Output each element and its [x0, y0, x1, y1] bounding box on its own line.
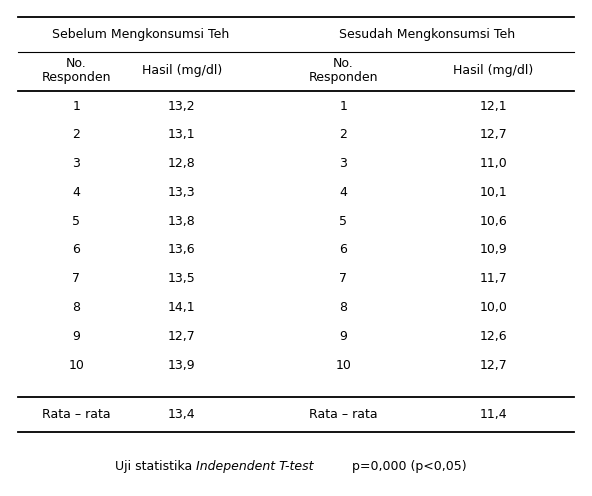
- Text: Hasil (mg/dl): Hasil (mg/dl): [453, 64, 533, 77]
- Text: 10,9: 10,9: [480, 244, 507, 256]
- Text: Independent T-test: Independent T-test: [196, 460, 314, 473]
- Text: p=0,000 (p<0,05): p=0,000 (p<0,05): [348, 460, 466, 473]
- Text: 1: 1: [72, 100, 80, 113]
- Text: 4: 4: [72, 186, 80, 199]
- Text: 13,8: 13,8: [168, 215, 196, 228]
- Text: 12,8: 12,8: [168, 157, 196, 170]
- Text: Responden: Responden: [308, 71, 378, 84]
- Text: 4: 4: [339, 186, 348, 199]
- Text: 13,6: 13,6: [168, 244, 196, 256]
- Text: 5: 5: [72, 215, 80, 228]
- Text: 6: 6: [72, 244, 80, 256]
- Text: 12,7: 12,7: [480, 128, 507, 141]
- Text: No.: No.: [66, 57, 86, 70]
- Text: Uji statistika: Uji statistika: [115, 460, 196, 473]
- Text: 14,1: 14,1: [168, 301, 196, 314]
- Text: 3: 3: [339, 157, 348, 170]
- Text: 11,7: 11,7: [480, 272, 507, 285]
- Text: 8: 8: [72, 301, 80, 314]
- Text: 10,1: 10,1: [480, 186, 507, 199]
- Text: 10: 10: [335, 359, 351, 372]
- Text: 6: 6: [339, 244, 348, 256]
- Text: 13,1: 13,1: [168, 128, 196, 141]
- Text: 13,5: 13,5: [168, 272, 196, 285]
- Text: 13,2: 13,2: [168, 100, 196, 113]
- Text: 2: 2: [72, 128, 80, 141]
- Text: Rata – rata: Rata – rata: [42, 408, 111, 421]
- Text: Responden: Responden: [41, 71, 111, 84]
- Text: Rata – rata: Rata – rata: [309, 408, 378, 421]
- Text: 13,9: 13,9: [168, 359, 196, 372]
- Text: 9: 9: [339, 330, 348, 343]
- Text: 12,7: 12,7: [168, 330, 196, 343]
- Text: 13,3: 13,3: [168, 186, 196, 199]
- Text: 11,0: 11,0: [480, 157, 507, 170]
- Text: 7: 7: [339, 272, 348, 285]
- Text: Sebelum Mengkonsumsi Teh: Sebelum Mengkonsumsi Teh: [52, 28, 229, 41]
- Text: 13,4: 13,4: [168, 408, 196, 421]
- Text: No.: No.: [333, 57, 353, 70]
- Text: 3: 3: [72, 157, 80, 170]
- Text: 1: 1: [339, 100, 348, 113]
- Text: 8: 8: [339, 301, 348, 314]
- Text: 2: 2: [339, 128, 348, 141]
- Text: 7: 7: [72, 272, 80, 285]
- Text: 10,0: 10,0: [480, 301, 507, 314]
- Text: Sesudah Mengkonsumsi Teh: Sesudah Mengkonsumsi Teh: [339, 28, 515, 41]
- Text: 11,4: 11,4: [480, 408, 507, 421]
- Text: 9: 9: [72, 330, 80, 343]
- Text: 12,7: 12,7: [480, 359, 507, 372]
- Text: Hasil (mg/dl): Hasil (mg/dl): [142, 64, 222, 77]
- Text: 12,1: 12,1: [480, 100, 507, 113]
- Text: 10: 10: [68, 359, 84, 372]
- Text: 10,6: 10,6: [480, 215, 507, 228]
- Text: 5: 5: [339, 215, 348, 228]
- Text: 12,6: 12,6: [480, 330, 507, 343]
